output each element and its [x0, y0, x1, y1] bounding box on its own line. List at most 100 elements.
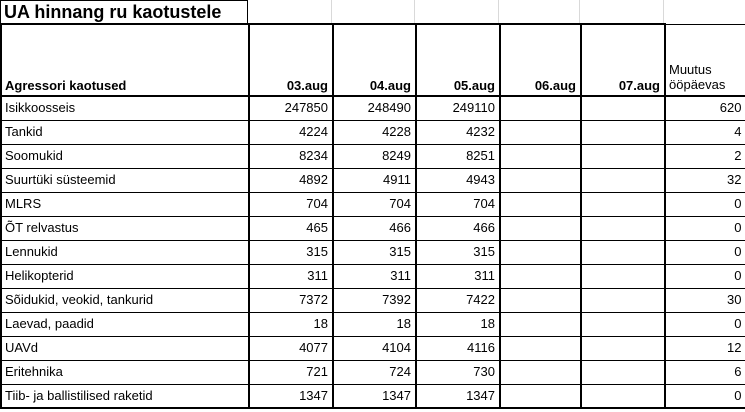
change-value-cell[interactable]: 2: [664, 144, 745, 169]
date-value-cell[interactable]: 311: [332, 264, 416, 289]
change-value-cell[interactable]: 0: [664, 264, 745, 289]
date-value-cell[interactable]: 7372: [248, 288, 333, 313]
date-value-cell[interactable]: 315: [248, 240, 333, 265]
column-header-date-2[interactable]: 04.aug: [332, 23, 416, 97]
row-label-cell[interactable]: Sõidukid, veokid, tankurid: [0, 288, 249, 313]
row-label-cell[interactable]: Isikkoosseis: [0, 96, 249, 121]
date-value-cell[interactable]: [580, 240, 665, 265]
date-value-cell[interactable]: 466: [332, 216, 416, 241]
date-value-cell[interactable]: 311: [415, 264, 500, 289]
date-value-cell[interactable]: 721: [248, 360, 333, 385]
date-value-cell[interactable]: 8251: [415, 144, 500, 169]
column-header-date-1[interactable]: 03.aug: [248, 23, 333, 97]
column-header-date-3[interactable]: 05.aug: [415, 23, 500, 97]
date-value-cell[interactable]: [580, 120, 665, 145]
row-label-cell[interactable]: Suurtüki süsteemid: [0, 168, 249, 193]
date-value-cell[interactable]: [499, 216, 581, 241]
date-value-cell[interactable]: 315: [332, 240, 416, 265]
date-value-cell[interactable]: 704: [332, 192, 416, 217]
change-value-cell[interactable]: 620: [664, 96, 745, 121]
date-value-cell[interactable]: [580, 168, 665, 193]
date-value-cell[interactable]: 704: [415, 192, 500, 217]
date-value-cell[interactable]: 248490: [332, 96, 416, 121]
date-value-cell[interactable]: 7422: [415, 288, 500, 313]
date-value-cell[interactable]: 4077: [248, 336, 333, 361]
date-value-cell[interactable]: [499, 288, 581, 313]
date-value-cell[interactable]: 4104: [332, 336, 416, 361]
date-value-cell[interactable]: 8249: [332, 144, 416, 169]
date-value-cell[interactable]: 704: [248, 192, 333, 217]
date-value-cell[interactable]: 4232: [415, 120, 500, 145]
date-value-cell[interactable]: [580, 360, 665, 385]
date-value-cell[interactable]: 4224: [248, 120, 333, 145]
date-value-cell[interactable]: [580, 96, 665, 121]
date-value-cell[interactable]: 8234: [248, 144, 333, 169]
date-value-cell[interactable]: [499, 336, 581, 361]
date-value-cell[interactable]: [499, 240, 581, 265]
change-value-cell[interactable]: 0: [664, 240, 745, 265]
date-value-cell[interactable]: [580, 384, 665, 409]
date-value-cell[interactable]: [499, 192, 581, 217]
date-value-cell[interactable]: 1347: [248, 384, 333, 409]
change-value-cell[interactable]: 32: [664, 168, 745, 193]
change-value-cell[interactable]: 12: [664, 336, 745, 361]
row-label-cell[interactable]: ÕT relvastus: [0, 216, 249, 241]
row-label-cell[interactable]: MLRS: [0, 192, 249, 217]
column-header-date-5[interactable]: 07.aug: [580, 23, 665, 97]
date-value-cell[interactable]: 1347: [332, 384, 416, 409]
row-label-cell[interactable]: Soomukid: [0, 144, 249, 169]
date-value-cell[interactable]: 466: [415, 216, 500, 241]
change-value-cell[interactable]: 4: [664, 120, 745, 145]
empty-cell[interactable]: [580, 0, 664, 23]
change-value-cell[interactable]: 30: [664, 288, 745, 313]
date-value-cell[interactable]: [580, 144, 665, 169]
date-value-cell[interactable]: 730: [415, 360, 500, 385]
date-value-cell[interactable]: 7392: [332, 288, 416, 313]
date-value-cell[interactable]: 315: [415, 240, 500, 265]
date-value-cell[interactable]: 4116: [415, 336, 500, 361]
date-value-cell[interactable]: [499, 264, 581, 289]
change-value-cell[interactable]: 0: [664, 216, 745, 241]
row-label-cell[interactable]: Laevad, paadid: [0, 312, 249, 337]
date-value-cell[interactable]: 724: [332, 360, 416, 385]
empty-cell[interactable]: [499, 0, 580, 23]
row-label-cell[interactable]: Eritehnika: [0, 360, 249, 385]
date-value-cell[interactable]: 18: [332, 312, 416, 337]
date-value-cell[interactable]: [580, 192, 665, 217]
date-value-cell[interactable]: 249110: [415, 96, 500, 121]
date-value-cell[interactable]: [499, 360, 581, 385]
date-value-cell[interactable]: 4943: [415, 168, 500, 193]
row-label-cell[interactable]: Lennukid: [0, 240, 249, 265]
empty-cell[interactable]: [248, 0, 332, 23]
change-value-cell[interactable]: 6: [664, 360, 745, 385]
date-value-cell[interactable]: 465: [248, 216, 333, 241]
date-value-cell[interactable]: 18: [248, 312, 333, 337]
sheet-title-cell[interactable]: UA hinnang ru kaotustele: [0, 0, 248, 23]
date-value-cell[interactable]: [580, 312, 665, 337]
date-value-cell[interactable]: 311: [248, 264, 333, 289]
empty-cell[interactable]: [415, 0, 499, 23]
date-value-cell[interactable]: [499, 96, 581, 121]
date-value-cell[interactable]: [580, 264, 665, 289]
date-value-cell[interactable]: 18: [415, 312, 500, 337]
date-value-cell[interactable]: [499, 312, 581, 337]
date-value-cell[interactable]: [499, 168, 581, 193]
date-value-cell[interactable]: [580, 216, 665, 241]
date-value-cell[interactable]: 4892: [248, 168, 333, 193]
row-label-cell[interactable]: Helikopterid: [0, 264, 249, 289]
date-value-cell[interactable]: [580, 288, 665, 313]
column-header-change[interactable]: Muutus ööpäevas: [664, 23, 745, 97]
change-value-cell[interactable]: 0: [664, 312, 745, 337]
date-value-cell[interactable]: [580, 336, 665, 361]
date-value-cell[interactable]: [499, 144, 581, 169]
date-value-cell[interactable]: 4228: [332, 120, 416, 145]
row-label-cell[interactable]: Tankid: [0, 120, 249, 145]
date-value-cell[interactable]: 247850: [248, 96, 333, 121]
date-value-cell[interactable]: 4911: [332, 168, 416, 193]
column-header-date-4[interactable]: 06.aug: [499, 23, 581, 97]
change-value-cell[interactable]: 0: [664, 384, 745, 409]
change-value-cell[interactable]: 0: [664, 192, 745, 217]
empty-cell[interactable]: [332, 0, 415, 23]
date-value-cell[interactable]: [499, 384, 581, 409]
row-label-cell[interactable]: Tiib- ja ballistilised raketid: [0, 384, 249, 409]
